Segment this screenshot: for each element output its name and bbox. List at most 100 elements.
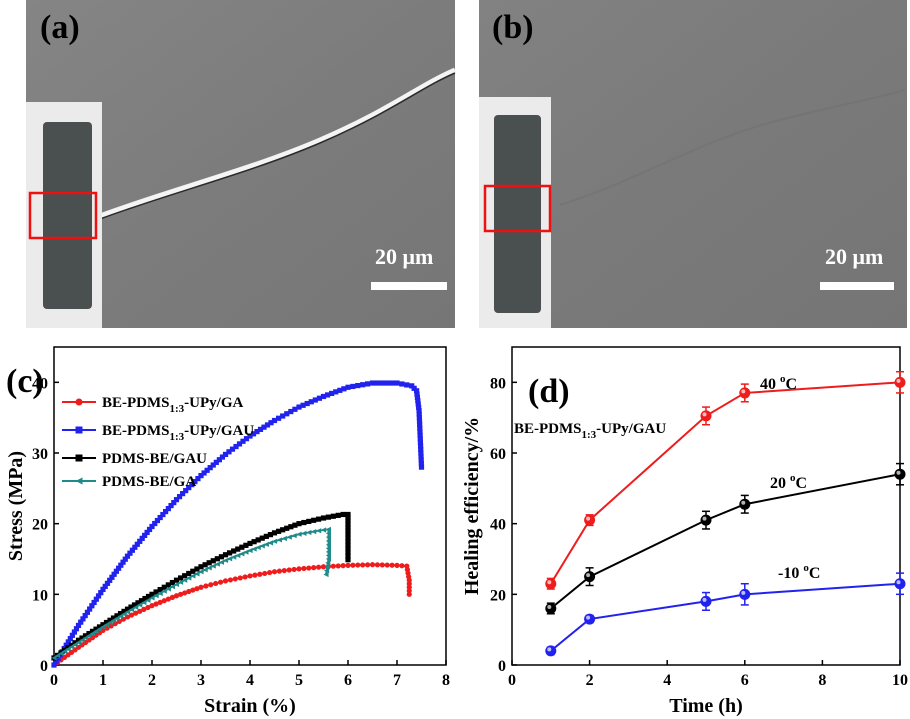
data-point-c-2	[345, 524, 351, 531]
data-point-highlight-d-1	[586, 573, 591, 578]
data-point-c-1	[416, 411, 422, 417]
data-point-c-1	[268, 420, 274, 426]
data-point-c-1	[192, 479, 198, 485]
data-point-c-2	[89, 628, 96, 634]
data-point-c-0	[320, 564, 327, 570]
data-point-c-3	[141, 599, 147, 606]
data-point-c-1	[417, 436, 423, 442]
x-ticks-c: 0 1 2 3 4 5 6 7 8	[50, 660, 450, 689]
data-point-c-1	[320, 393, 327, 400]
data-point-c-2	[275, 528, 282, 534]
data-point-highlight-d-0	[896, 378, 901, 383]
data-point-c-3	[107, 620, 113, 626]
y-tick-label-d: 80	[490, 375, 506, 392]
data-point-c-0	[169, 594, 176, 600]
data-point-c-3	[194, 571, 200, 577]
x-tick-label-c: 1	[99, 672, 107, 689]
data-point-c-1	[418, 450, 424, 456]
data-point-c-2	[296, 521, 302, 527]
data-point-c-1	[415, 398, 421, 404]
data-point-c-1	[418, 446, 424, 453]
data-point-c-2	[100, 622, 106, 628]
temperature-value: 40	[760, 376, 780, 393]
data-point-c-1	[417, 439, 424, 445]
data-point-c-3	[271, 538, 278, 544]
scale-bar-a	[371, 282, 447, 290]
data-point-c-1	[210, 462, 216, 468]
data-point-c-2	[335, 512, 341, 518]
data-point-c-0	[177, 591, 184, 597]
data-point-c-3	[133, 604, 139, 610]
data-point-c-1	[254, 428, 260, 435]
data-point-c-1	[414, 388, 420, 394]
data-point-c-2	[345, 538, 351, 544]
data-point-c-3	[206, 565, 212, 571]
data-point-c-1	[146, 526, 153, 533]
data-point-c-0	[301, 565, 307, 572]
data-point-c-3	[190, 573, 196, 579]
data-point-c-0	[399, 563, 405, 569]
data-point-c-1	[87, 606, 93, 612]
data-point-c-1	[137, 538, 143, 544]
data-point-c-3	[79, 637, 85, 643]
data-point-d-2	[545, 645, 557, 657]
data-point-c-2	[267, 532, 274, 538]
data-point-c-1	[186, 485, 192, 491]
data-point-c-1	[91, 599, 97, 606]
data-point-c-2	[124, 606, 131, 612]
data-point-c-2	[96, 624, 103, 630]
data-point-c-1	[65, 639, 71, 645]
data-point-c-2	[161, 584, 167, 590]
data-point-c-3	[325, 530, 331, 536]
legend-marker-c-0	[75, 398, 83, 406]
series-line-d-0	[549, 381, 901, 585]
temperature-unit: C	[809, 565, 821, 582]
data-point-c-1	[142, 532, 148, 538]
data-point-c-3	[121, 611, 127, 617]
data-point-c-2	[222, 552, 229, 558]
y-tick-label-d: 20	[490, 587, 506, 604]
series-line-c-3	[53, 528, 330, 659]
data-point-c-0	[112, 621, 118, 627]
data-point-c-2	[206, 560, 212, 566]
data-point-c-1	[296, 404, 302, 410]
data-point-c-1	[195, 476, 201, 482]
data-point-c-2	[345, 549, 351, 555]
data-point-c-2	[182, 573, 188, 579]
data-point-c-1	[129, 547, 135, 553]
data-point-c-3	[324, 564, 330, 570]
data-point-c-0	[340, 563, 346, 569]
y-tick-label-c: 0	[40, 658, 48, 675]
data-point-c-0	[133, 610, 139, 616]
data-point-c-1	[55, 655, 61, 662]
data-point-c-3	[320, 527, 327, 533]
data-point-c-1	[418, 453, 424, 460]
data-point-c-3	[117, 613, 124, 619]
data-point-c-2	[173, 577, 180, 583]
data-point-c-1	[144, 529, 150, 536]
y-tick-label-d: 0	[498, 658, 506, 675]
data-point-highlight-d-2	[547, 647, 552, 652]
inset-label-tail: -UPy/GAU	[596, 421, 666, 437]
data-point-c-1	[350, 383, 356, 390]
data-point-c-3	[86, 633, 92, 639]
data-point-c-0	[247, 573, 253, 579]
legend-label-tail: -UPy/GA	[184, 395, 243, 411]
data-point-c-0	[218, 579, 224, 585]
data-point-highlight-d-2	[741, 590, 746, 595]
data-point-c-3	[54, 653, 61, 659]
data-point-c-1	[292, 406, 298, 412]
data-point-c-0	[165, 596, 171, 602]
data-point-c-2	[131, 602, 138, 608]
data-point-c-0	[281, 567, 287, 574]
legend-label-c-0: BE-PDMS1:3-UPy/GA	[102, 395, 243, 415]
y-tick-label-d: 40	[490, 517, 506, 534]
data-point-c-2	[169, 579, 176, 586]
data-point-c-1	[219, 454, 226, 460]
data-point-c-3	[301, 530, 307, 536]
data-point-c-1	[416, 418, 423, 424]
data-point-c-1	[360, 382, 366, 388]
temperature-unit: C	[796, 475, 808, 492]
data-point-c-3	[51, 655, 57, 661]
data-point-c-0	[186, 588, 192, 595]
